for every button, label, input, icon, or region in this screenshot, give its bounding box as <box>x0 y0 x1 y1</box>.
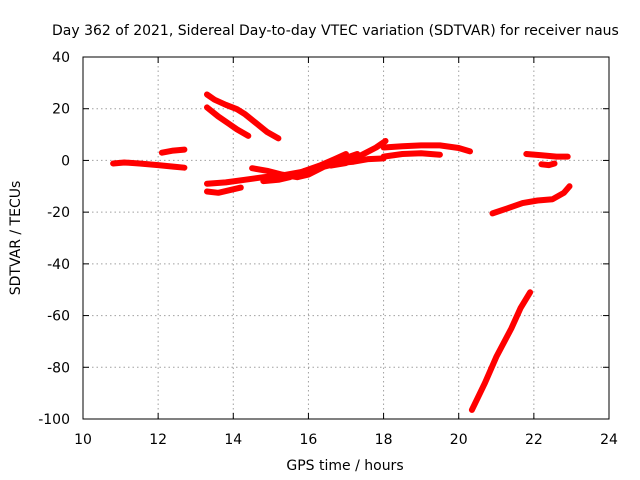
x-tick-label: 16 <box>300 432 318 448</box>
series-arc-5 <box>204 184 244 196</box>
series-arc-13 <box>489 183 573 217</box>
series-arc-14 <box>523 151 571 160</box>
x-tick-label: 12 <box>149 432 167 448</box>
chart-title: Day 362 of 2021, Sidereal Day-to-day VTE… <box>52 23 619 39</box>
y-tick-label: 20 <box>52 102 70 118</box>
y-tick-label: 0 <box>61 153 70 169</box>
series-arc-7 <box>249 155 387 181</box>
x-tick-label: 10 <box>74 432 92 448</box>
x-tick-label: 22 <box>525 432 543 448</box>
x-tick-label: 18 <box>375 432 393 448</box>
grid-lines <box>83 57 609 419</box>
series-arc-3 <box>204 91 282 142</box>
series-arc-9 <box>328 138 389 169</box>
series-arc-4 <box>204 104 252 139</box>
data-series <box>110 91 573 413</box>
series-arc-15 <box>538 160 558 169</box>
x-axis-label: GPS time / hours <box>286 458 403 474</box>
y-axis-label: SDTVAR / TECUs <box>8 181 24 296</box>
y-tick-label: -100 <box>38 412 70 428</box>
series-arc-11 <box>380 150 443 160</box>
tick-labels: 10 12 14 16 18 20 22 24 -100 -80 -60 -40 -20 0 20 40 <box>38 50 618 448</box>
axis-ticks <box>82 56 610 420</box>
y-tick-label: -80 <box>47 360 70 376</box>
y-tick-label: -60 <box>47 309 70 325</box>
x-tick-label: 20 <box>450 432 468 448</box>
y-tick-label: 40 <box>52 50 70 66</box>
series-arc-1 <box>110 159 188 171</box>
y-tick-label: -40 <box>47 257 70 273</box>
series-arc-8 <box>260 151 349 185</box>
series-arc-12 <box>468 289 534 413</box>
x-tick-label: 14 <box>224 432 242 448</box>
series-arc-2 <box>158 146 188 156</box>
series-arc-10 <box>380 142 473 155</box>
x-tick-label: 24 <box>600 432 618 448</box>
y-tick-label: -20 <box>47 205 70 221</box>
plot-frame <box>82 56 610 420</box>
